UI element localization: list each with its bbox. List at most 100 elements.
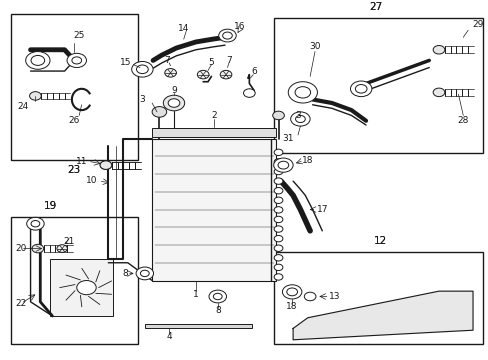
Circle shape bbox=[294, 87, 310, 98]
Text: 23: 23 bbox=[67, 166, 81, 175]
Text: 7: 7 bbox=[163, 56, 169, 65]
Circle shape bbox=[432, 88, 444, 96]
Circle shape bbox=[243, 89, 255, 97]
Circle shape bbox=[136, 65, 148, 73]
Circle shape bbox=[31, 55, 44, 66]
Circle shape bbox=[164, 69, 176, 77]
Circle shape bbox=[274, 245, 283, 251]
Circle shape bbox=[432, 45, 444, 54]
Circle shape bbox=[218, 29, 236, 42]
Circle shape bbox=[208, 290, 226, 303]
Text: 12: 12 bbox=[373, 237, 386, 247]
Text: 9: 9 bbox=[171, 86, 177, 95]
Circle shape bbox=[274, 226, 283, 232]
Circle shape bbox=[274, 159, 283, 165]
Circle shape bbox=[274, 216, 283, 222]
Text: 31: 31 bbox=[282, 134, 293, 143]
Circle shape bbox=[131, 62, 153, 77]
Circle shape bbox=[222, 32, 232, 39]
Text: 12: 12 bbox=[373, 237, 386, 247]
Bar bbox=[273, 252, 482, 345]
Circle shape bbox=[304, 292, 315, 301]
Bar bbox=[144, 324, 251, 328]
Text: 20: 20 bbox=[15, 244, 26, 253]
Text: 27: 27 bbox=[368, 2, 382, 12]
Text: 18: 18 bbox=[302, 156, 313, 165]
Circle shape bbox=[213, 293, 222, 300]
Text: 4: 4 bbox=[166, 332, 172, 341]
Text: 15: 15 bbox=[120, 58, 131, 67]
Text: 30: 30 bbox=[308, 42, 320, 51]
Text: 21: 21 bbox=[63, 237, 75, 246]
Text: 29: 29 bbox=[471, 21, 483, 30]
Circle shape bbox=[290, 112, 309, 126]
Circle shape bbox=[197, 70, 208, 79]
Text: 19: 19 bbox=[43, 201, 57, 211]
Circle shape bbox=[278, 161, 288, 169]
Text: 25: 25 bbox=[73, 31, 85, 40]
Circle shape bbox=[77, 280, 96, 295]
Text: 16: 16 bbox=[233, 22, 245, 31]
Circle shape bbox=[295, 116, 305, 122]
Circle shape bbox=[274, 264, 283, 271]
Circle shape bbox=[72, 57, 81, 64]
Circle shape bbox=[140, 270, 149, 276]
Text: 23: 23 bbox=[67, 166, 81, 175]
Text: 19: 19 bbox=[43, 201, 57, 211]
Circle shape bbox=[350, 81, 371, 96]
Circle shape bbox=[355, 85, 366, 93]
Text: 27: 27 bbox=[368, 2, 382, 12]
Circle shape bbox=[272, 111, 284, 120]
Circle shape bbox=[274, 235, 283, 242]
Text: 3: 3 bbox=[294, 111, 300, 120]
Polygon shape bbox=[292, 291, 472, 340]
Text: 26: 26 bbox=[68, 116, 80, 125]
Circle shape bbox=[274, 255, 283, 261]
Circle shape bbox=[26, 51, 50, 69]
Text: 8: 8 bbox=[122, 269, 128, 278]
Bar bbox=[152, 128, 276, 137]
Circle shape bbox=[274, 207, 283, 213]
Text: 8: 8 bbox=[214, 306, 220, 315]
Circle shape bbox=[274, 149, 283, 156]
Circle shape bbox=[274, 197, 283, 203]
Text: 10: 10 bbox=[85, 176, 97, 185]
Circle shape bbox=[27, 217, 44, 230]
Circle shape bbox=[282, 285, 301, 299]
Text: 13: 13 bbox=[328, 292, 340, 301]
Text: 2: 2 bbox=[211, 111, 217, 120]
Text: 3: 3 bbox=[139, 95, 145, 104]
Text: 5: 5 bbox=[208, 58, 214, 67]
Bar bbox=[50, 259, 113, 316]
Text: 7: 7 bbox=[225, 56, 231, 65]
Circle shape bbox=[32, 244, 43, 253]
Text: 17: 17 bbox=[316, 205, 327, 214]
Circle shape bbox=[274, 168, 283, 175]
Bar bbox=[273, 18, 482, 153]
Text: 22: 22 bbox=[15, 299, 26, 308]
Circle shape bbox=[30, 92, 41, 100]
Circle shape bbox=[163, 95, 184, 111]
Bar bbox=[152, 139, 276, 280]
Text: 18: 18 bbox=[286, 302, 297, 311]
Text: 6: 6 bbox=[251, 67, 257, 76]
Circle shape bbox=[274, 178, 283, 184]
Circle shape bbox=[286, 288, 297, 296]
Text: 28: 28 bbox=[457, 116, 468, 125]
Circle shape bbox=[152, 107, 166, 117]
Circle shape bbox=[168, 99, 180, 107]
Text: 14: 14 bbox=[178, 24, 189, 33]
Bar bbox=[11, 217, 137, 345]
Circle shape bbox=[274, 188, 283, 194]
Circle shape bbox=[57, 245, 67, 252]
Circle shape bbox=[136, 267, 153, 280]
Circle shape bbox=[67, 53, 86, 68]
Text: 11: 11 bbox=[76, 157, 87, 166]
Text: 1: 1 bbox=[193, 290, 198, 299]
Circle shape bbox=[31, 221, 40, 227]
Circle shape bbox=[274, 274, 283, 280]
Circle shape bbox=[100, 161, 112, 170]
Circle shape bbox=[100, 161, 112, 170]
Text: 24: 24 bbox=[18, 102, 29, 111]
Bar bbox=[11, 14, 137, 160]
